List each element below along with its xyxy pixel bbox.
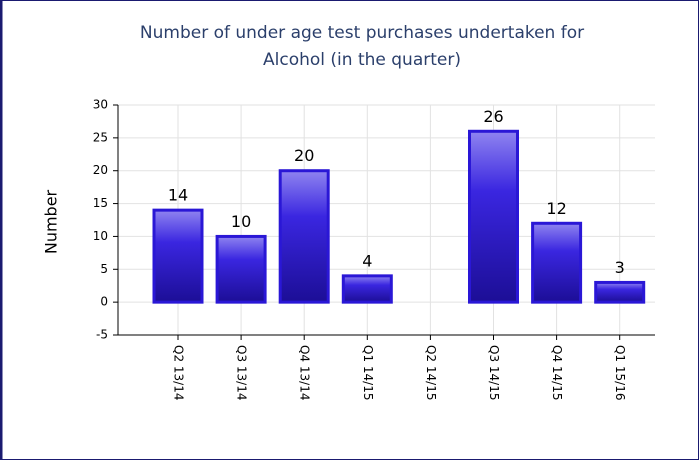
x-tick-label: Q1 14/15 bbox=[361, 345, 375, 400]
chart-title: Number of under age test purchases under… bbox=[140, 23, 584, 43]
bar bbox=[531, 221, 583, 304]
y-tick-label: 15 bbox=[93, 196, 108, 210]
x-tick-label: Q4 13/14 bbox=[298, 345, 312, 400]
bar bbox=[594, 280, 646, 304]
bar bbox=[215, 234, 267, 304]
bar bbox=[468, 129, 519, 304]
value-label: 10 bbox=[231, 212, 251, 231]
x-tick-label: Q1 15/16 bbox=[613, 345, 627, 400]
x-tick-label: Q2 14/15 bbox=[424, 345, 438, 400]
bar bbox=[341, 274, 393, 304]
value-label: 3 bbox=[615, 258, 625, 277]
y-tick-label: 30 bbox=[93, 98, 108, 112]
value-label: 14 bbox=[168, 186, 188, 205]
y-tick-label: 10 bbox=[93, 229, 108, 243]
x-tick-label: Q3 13/14 bbox=[235, 345, 249, 400]
bar bbox=[278, 169, 330, 304]
x-tick-label: Q4 14/15 bbox=[550, 345, 564, 400]
y-tick-label: -5 bbox=[96, 328, 108, 342]
y-tick-label: 5 bbox=[100, 262, 108, 276]
y-tick-label: 25 bbox=[93, 130, 108, 144]
bar bbox=[152, 208, 204, 304]
value-label: 20 bbox=[294, 146, 314, 165]
chart-title: Alcohol (in the quarter) bbox=[263, 50, 461, 70]
y-tick-label: 20 bbox=[93, 163, 108, 177]
value-label: 26 bbox=[483, 107, 503, 126]
value-label: 12 bbox=[546, 199, 566, 218]
value-label: 4 bbox=[362, 251, 372, 270]
x-tick-label: Q3 14/15 bbox=[487, 345, 501, 400]
y-axis-label: Number bbox=[42, 189, 61, 254]
y-tick-label: 0 bbox=[100, 295, 108, 309]
x-tick-label: Q2 13/14 bbox=[172, 345, 186, 400]
